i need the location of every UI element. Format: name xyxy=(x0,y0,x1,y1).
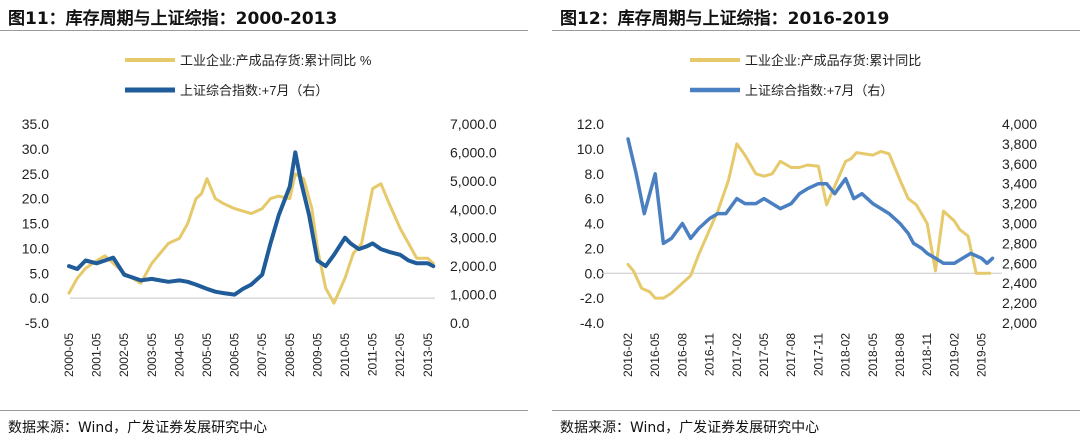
chart-panel-right: 图12：库存周期与上证综指：2016-2019 12.0 10.0 8.0 6.0 4.… xyxy=(552,0,1080,443)
chart-title: 图12：库存周期与上证综指：2016-2019 xyxy=(560,9,890,29)
y-left-tick-label: 15.0 xyxy=(22,216,49,232)
x-tick-label: 2017-08 xyxy=(784,333,798,377)
y-right-tick-label: 4,000 xyxy=(1002,116,1037,132)
x-tick-label: 2016-08 xyxy=(675,333,689,377)
y-right-tick-label: 2,800 xyxy=(1002,235,1037,251)
y-left-tick-label: 8.0 xyxy=(585,166,605,182)
x-tick-label: 2013-05 xyxy=(421,333,435,377)
series-line-index xyxy=(67,150,436,297)
y-left-tick-label: 5.0 xyxy=(30,265,50,281)
y-right-tick-label: 3,600 xyxy=(1002,156,1037,172)
y-right-tick-label: 2,600 xyxy=(1002,255,1037,271)
title-divider xyxy=(552,30,1080,31)
title-divider xyxy=(0,30,528,31)
x-tick-label: 2011-05 xyxy=(366,333,380,376)
y-left-tick-label: 2.0 xyxy=(585,240,605,256)
x-tick-label: 2019-05 xyxy=(975,333,989,377)
y-left-tick-label: 20.0 xyxy=(22,191,49,207)
y-right-tick-label: 2,000 xyxy=(1002,315,1037,331)
x-tick-label: 2016-02 xyxy=(621,333,635,377)
y-right-tick-label: 4,000.0 xyxy=(450,201,497,217)
y-right-tick-label: 2,400 xyxy=(1002,275,1037,291)
x-tick-label: 2004-05 xyxy=(172,333,186,377)
legend-label-inventory: 工业企业:产成品存货:累计同比 xyxy=(745,53,921,68)
source-note: 数据来源：Wind，广发证券发展研究中心 xyxy=(8,420,268,436)
x-tick-label: 2012-05 xyxy=(393,333,407,377)
x-tick-label: 2002-05 xyxy=(117,333,131,377)
y-right-tick-label: 6,000.0 xyxy=(450,144,497,160)
x-tick-label: 2018-05 xyxy=(866,333,880,377)
y-left-tick-label: 6.0 xyxy=(585,191,605,207)
x-tick-label: 2007-05 xyxy=(255,333,269,377)
y-right-tick-label: 2,000.0 xyxy=(450,258,497,274)
y-left-tick-label: -2.0 xyxy=(580,290,604,306)
y-left-tick-label: -4.0 xyxy=(580,315,604,331)
x-tick-label: 2003-05 xyxy=(145,333,159,377)
x-tick-label: 2017-11 xyxy=(811,333,825,376)
legend-label-index: 上证综合指数:+7月（右） xyxy=(745,83,893,98)
legend-label-inventory: 工业企业:产成品存货:累计同比 % xyxy=(180,53,372,68)
legend-label-index: 上证综合指数:+7月（右） xyxy=(180,83,328,98)
x-tick-label: 2016-05 xyxy=(648,333,662,377)
y-left-tick-label: 10.0 xyxy=(577,141,604,157)
y-right-tick-label: 3,200 xyxy=(1002,196,1037,212)
x-tick-label: 2017-02 xyxy=(730,333,744,377)
footer-divider xyxy=(0,410,528,411)
y-right-tick-label: 2,200 xyxy=(1002,295,1037,311)
y-left-tick-label: 25.0 xyxy=(22,166,49,182)
y-right-tick-label: 3,800 xyxy=(1002,136,1037,152)
chart-panel-left: 图11：库存周期与上证综指：2000-2013 35.0 30.0 25.0 20.0… xyxy=(0,0,528,443)
x-tick-label: 2009-05 xyxy=(310,333,324,377)
y-left-tick-label: -5.0 xyxy=(25,315,49,331)
x-tick-label: 2016-11 xyxy=(703,333,717,376)
x-tick-label: 2017-05 xyxy=(757,333,771,377)
y-right-tick-label: 3,000 xyxy=(1002,216,1037,232)
chart-plot: 12.0 10.0 8.0 6.0 4.0 2.0 0.0 -2.0 -4.0 4,000 3,80… xyxy=(577,53,1037,377)
y-right-tick-label: 7,000.0 xyxy=(450,116,497,132)
y-right-tick-label: 5,000.0 xyxy=(450,173,497,189)
y-right-tick-label: 0.0 xyxy=(450,315,470,331)
x-tick-label: 2006-05 xyxy=(228,333,242,377)
chart-title: 图11：库存周期与上证综指：2000-2013 xyxy=(8,9,338,29)
y-right-tick-label: 3,400 xyxy=(1002,176,1037,192)
y-left-tick-label: 0.0 xyxy=(30,290,50,306)
y-left-tick-label: 12.0 xyxy=(577,116,604,132)
y-left-tick-label: 10.0 xyxy=(22,240,49,256)
x-tick-label: 2001-05 xyxy=(90,333,104,377)
series-line-inventory xyxy=(626,142,992,300)
x-tick-label: 2005-05 xyxy=(200,333,214,377)
x-tick-label: 2000-05 xyxy=(62,333,76,377)
x-tick-label: 2018-11 xyxy=(920,333,934,376)
y-right-tick-label: 1,000.0 xyxy=(450,287,497,303)
y-right-tick-label: 3,000.0 xyxy=(450,230,497,246)
x-tick-label: 2018-02 xyxy=(839,333,853,377)
series-line-index xyxy=(626,137,995,266)
y-left-tick-label: 35.0 xyxy=(22,116,49,132)
x-tick-label: 2008-05 xyxy=(283,333,297,377)
source-note: 数据来源：Wind，广发证券发展研究中心 xyxy=(560,420,820,436)
y-left-tick-label: 30.0 xyxy=(22,141,49,157)
footer-divider xyxy=(552,410,1080,411)
x-tick-label: 2018-08 xyxy=(893,333,907,377)
y-left-tick-label: 0.0 xyxy=(585,265,605,281)
x-tick-label: 2019-02 xyxy=(947,333,961,377)
chart-plot: 35.0 30.0 25.0 20.0 15.0 10.0 5.0 0.0 -5.0 7,000.… xyxy=(22,53,497,377)
y-left-tick-label: 4.0 xyxy=(585,216,605,232)
x-tick-label: 2010-05 xyxy=(338,333,352,377)
